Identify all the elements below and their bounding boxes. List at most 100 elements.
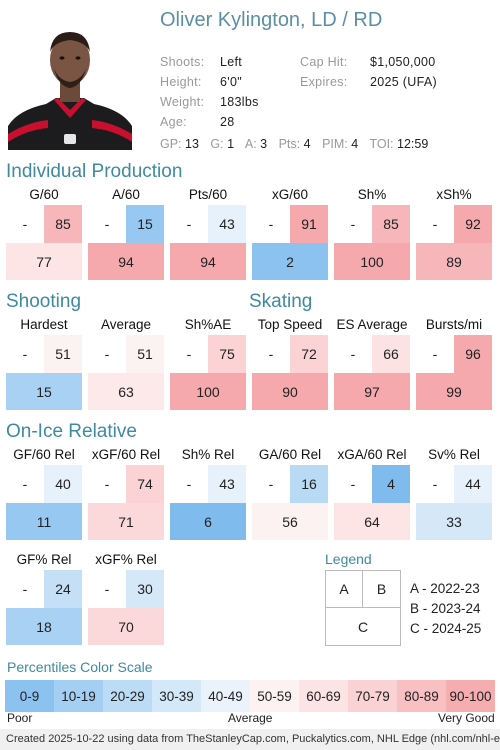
season-c-value: 63 xyxy=(88,373,164,410)
metric-label: GA/60 Rel xyxy=(258,447,322,462)
metric-tile: -85 77 xyxy=(6,205,82,280)
legend-c-text: C - 2024-25 xyxy=(410,621,482,636)
season-b-value: 92 xyxy=(454,205,492,243)
goals-value: 1 xyxy=(227,137,235,151)
scale-segment: 50-59 xyxy=(250,680,299,712)
metric-tile: -4 64 xyxy=(334,465,410,540)
season-a-value: - xyxy=(268,346,274,362)
season-b-value: 16 xyxy=(290,465,328,503)
weight-value: 183lbs xyxy=(220,95,259,109)
player-headshot-icon xyxy=(8,22,132,150)
metric-label: A/60 xyxy=(112,187,140,202)
pim-value: 4 xyxy=(351,137,359,151)
gp-value: 13 xyxy=(185,137,199,151)
metric-label: xSh% xyxy=(436,187,472,202)
metric-tile: -51 63 xyxy=(88,335,164,410)
season-c-value: 99 xyxy=(416,373,492,410)
season-a-value: - xyxy=(22,346,28,362)
season-c-value: 89 xyxy=(416,243,492,280)
points-value: 4 xyxy=(303,137,311,151)
season-c-value: 6 xyxy=(170,503,246,540)
metric-label: xGF% Rel xyxy=(95,552,157,567)
season-a-value: - xyxy=(432,216,438,232)
season-a-value: - xyxy=(104,581,110,597)
season-c-value: 71 xyxy=(88,503,164,540)
section-title-skating: Skating xyxy=(249,291,313,312)
season-c-value: 94 xyxy=(170,243,246,280)
season-b-value: 91 xyxy=(290,205,328,243)
weight-label: Weight: 183lbs xyxy=(160,95,259,109)
season-c-value: 100 xyxy=(334,243,410,280)
cap-hit-value: $1,050,000 xyxy=(370,55,436,69)
season-a-value: - xyxy=(350,346,356,362)
assists-value: 3 xyxy=(260,137,268,151)
shoots-label: Shoots: Left xyxy=(160,55,243,69)
metric-tile: -51 15 xyxy=(6,335,82,410)
metric-tile: -30 70 xyxy=(88,570,164,645)
scale-title: Percentiles Color Scale xyxy=(7,659,153,675)
season-c-value: 77 xyxy=(6,243,82,280)
season-b-value: 72 xyxy=(290,335,328,373)
scale-segment: 90-100 xyxy=(446,680,495,712)
shoots-value: Left xyxy=(220,55,243,69)
season-c-value: 2 xyxy=(252,243,328,280)
metric-tile: -92 89 xyxy=(416,205,492,280)
season-a-value: - xyxy=(268,216,274,232)
scale-segment: 0-9 xyxy=(5,680,54,712)
metric-label: Sh% xyxy=(357,187,387,202)
season-c-value: 97 xyxy=(334,373,410,410)
scale-segment: 70-79 xyxy=(348,680,397,712)
metric-tile: -96 99 xyxy=(416,335,492,410)
metric-tile: -16 56 xyxy=(252,465,328,540)
legend-cell-b: B xyxy=(363,571,400,608)
metric-label: Sv% Rel xyxy=(428,447,480,462)
season-a-value: - xyxy=(350,476,356,492)
scale-segment: 40-49 xyxy=(201,680,250,712)
season-a-value: - xyxy=(432,476,438,492)
season-a-value: - xyxy=(186,216,192,232)
metric-tile: -40 11 xyxy=(6,465,82,540)
metric-tile: -24 18 xyxy=(6,570,82,645)
legend-cell-c: C xyxy=(357,618,369,635)
metric-tile: -43 6 xyxy=(170,465,246,540)
season-stats-line: GP: 13 G: 1 A: 3 Pts: 4 PIM: 4 TOI: 12:5… xyxy=(160,137,429,151)
metric-label: Pts/60 xyxy=(188,187,228,202)
metric-tile: -15 94 xyxy=(88,205,164,280)
metric-tile: -72 90 xyxy=(252,335,328,410)
percentile-color-scale: 0-9 10-19 20-29 30-39 40-49 50-59 60-69 70-79 80… xyxy=(5,680,495,712)
season-b-value: 66 xyxy=(372,335,410,373)
age-label: Age: 28 xyxy=(160,115,235,129)
toi-value: 12:59 xyxy=(397,137,429,151)
footer-credits: Created 2025-10-22 using data from TheSt… xyxy=(0,729,500,750)
season-b-value: 43 xyxy=(208,205,246,243)
cap-hit-label: Cap Hit: $1,050,000 xyxy=(300,55,436,69)
season-c-value: 64 xyxy=(334,503,410,540)
metric-label: Sh% Rel xyxy=(181,447,235,462)
season-b-value: 15 xyxy=(126,205,164,243)
season-b-value: 75 xyxy=(208,335,246,373)
metric-label: Top Speed xyxy=(257,317,323,332)
legend-b-text: B - 2023-24 xyxy=(410,601,481,616)
season-a-value: - xyxy=(22,476,28,492)
player-name: Oliver Kylington, LD / RD xyxy=(160,9,383,31)
scale-segment: 80-89 xyxy=(397,680,446,712)
season-c-value: 56 xyxy=(252,503,328,540)
expires-value: 2025 (UFA) xyxy=(370,75,437,89)
season-c-value: 11 xyxy=(6,503,82,540)
metric-tile: -74 71 xyxy=(88,465,164,540)
legend-box: A B C xyxy=(325,570,401,646)
metric-label: ES Average xyxy=(336,317,408,332)
season-b-value: 74 xyxy=(126,465,164,503)
season-a-value: - xyxy=(268,476,274,492)
metric-label: Bursts/mi xyxy=(425,317,483,332)
season-b-value: 44 xyxy=(454,465,492,503)
metric-label: xG/60 xyxy=(271,187,309,202)
metric-label: xGF/60 Rel xyxy=(91,447,161,462)
section-title-onice: On-Ice Relative xyxy=(6,421,137,442)
season-c-value: 15 xyxy=(6,373,82,410)
season-b-value: 4 xyxy=(372,465,410,503)
season-a-value: - xyxy=(186,346,192,362)
season-a-value: - xyxy=(22,581,28,597)
legend-title: Legend xyxy=(325,551,372,567)
season-c-value: 90 xyxy=(252,373,328,410)
